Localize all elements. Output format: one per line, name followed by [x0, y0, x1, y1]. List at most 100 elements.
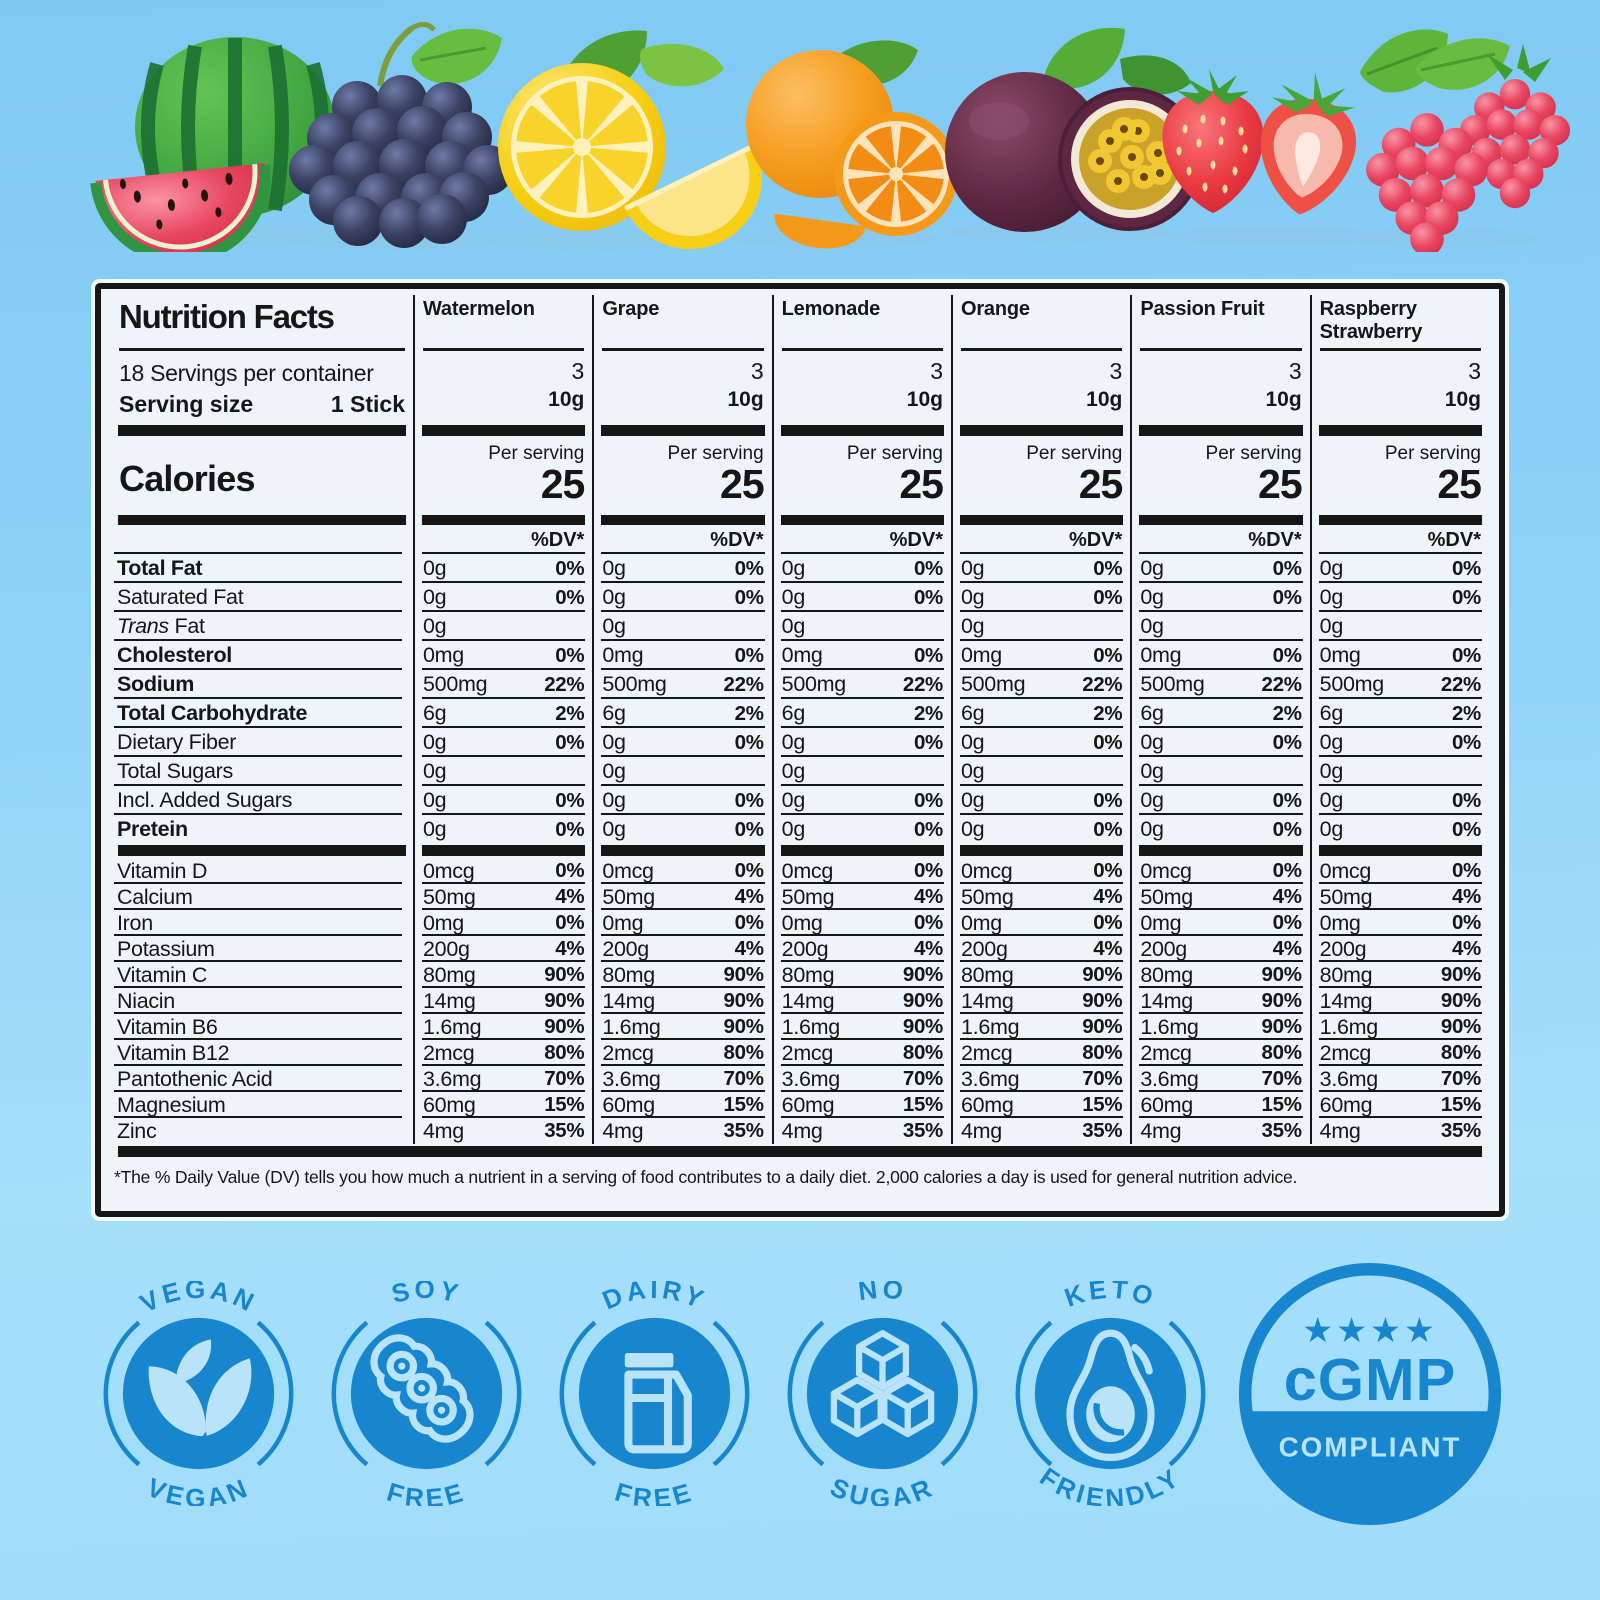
section-divider-bar	[1309, 844, 1489, 858]
facts-header: Nutrition Facts 18 Servings per container…	[111, 295, 413, 423]
section-divider-bar	[111, 423, 413, 438]
daily-value: 80%	[902, 1041, 943, 1064]
nutrient-label: Iron	[111, 910, 413, 936]
nutrient-label: Vitamin D	[111, 858, 413, 884]
daily-value: 80%	[1261, 1041, 1302, 1064]
daily-value: 0%	[734, 859, 764, 882]
nutrient-value-cell: 0mg 0%	[592, 910, 771, 936]
daily-value: 0%	[1272, 556, 1302, 580]
serving-size: Serving size 1 Stick	[119, 391, 405, 417]
nutrient-value-cell: 0g 0%	[1309, 786, 1489, 815]
daily-value: 70%	[902, 1067, 943, 1090]
amount: 1.6mg	[602, 1014, 661, 1039]
nutrient-label: Trans Fat	[111, 612, 413, 641]
daily-value: 0%	[1272, 730, 1302, 754]
section-divider-bar	[1309, 423, 1489, 438]
nutrient-value-cell: 3.6mg 70%	[771, 1066, 951, 1092]
nutrient-value-cell: 0g	[950, 612, 1130, 641]
dv-header-cell: %DV*	[1309, 527, 1489, 554]
amount: 6g	[1319, 701, 1344, 725]
nutrient-value-cell: 2mcg 80%	[592, 1040, 771, 1066]
strawberries-image	[1162, 29, 1448, 215]
nutrient-value-cell: 0mg 0%	[950, 910, 1130, 936]
daily-value: 70%	[1440, 1067, 1481, 1090]
daily-value: 0%	[913, 585, 943, 609]
nutrient-value-cell: 80mg 90%	[592, 962, 771, 988]
nutrient-value-cell: 14mg 90%	[1130, 988, 1309, 1014]
amount: 2mcg	[960, 1040, 1013, 1065]
nutrient-value-cell: 0g 0%	[1309, 554, 1489, 583]
daily-value: 90%	[544, 989, 585, 1012]
flavor-header-grape: Grape 3 10g	[592, 295, 771, 423]
nutrient-value-cell: 0g 0%	[1309, 728, 1489, 757]
svg-text:FREE: FREE	[612, 1477, 698, 1506]
daily-value: 80%	[544, 1041, 585, 1064]
nutrient-value-cell: 0mcg 0%	[592, 858, 771, 884]
section-divider-bar	[413, 514, 592, 527]
daily-value: 90%	[1261, 1015, 1302, 1038]
amount: 80mg	[1319, 962, 1373, 987]
daily-value: 4%	[555, 937, 585, 960]
amount: 0mcg	[781, 858, 834, 883]
daily-value: 0%	[555, 730, 585, 754]
daily-value: 90%	[1440, 1015, 1481, 1038]
amount: 0g	[1140, 788, 1164, 812]
badge-arc-bottom-text: FREE	[612, 1477, 694, 1514]
nutrient-value-cell: 50mg 4%	[771, 884, 951, 910]
nutrient-value-cell: 60mg 15%	[771, 1092, 951, 1118]
amount: 6g	[960, 701, 985, 725]
daily-value: 0%	[1093, 730, 1123, 754]
amount: 0g	[602, 585, 626, 609]
amount: 500mg	[1140, 672, 1205, 696]
flavor-servings: 3	[1288, 358, 1302, 384]
amount: 0g	[781, 759, 806, 783]
amount: 60mg	[781, 1092, 835, 1117]
nutrient-value-cell: 3.6mg 70%	[1130, 1066, 1309, 1092]
daily-value: 90%	[902, 989, 943, 1012]
nutrient-value-cell: 0mg 0%	[771, 910, 951, 936]
badge-arc-bottom-text: FREE	[384, 1477, 466, 1514]
daily-value: 0%	[734, 730, 764, 754]
calories-value-cell: Per serving 25	[950, 438, 1130, 514]
nutrient-value-cell: 200g 4%	[592, 936, 771, 962]
badge-arc-top-text: VEGAN	[135, 1274, 258, 1319]
nutrient-label: Cholesterol	[111, 641, 413, 670]
daily-value: 0%	[1093, 643, 1123, 667]
amount: 500mg	[781, 672, 847, 696]
amount: 2mcg	[1140, 1040, 1192, 1065]
amount: 0mg	[602, 643, 644, 667]
cgmp-seal-icon: ★★★★cGMP COMPLIANT	[1238, 1262, 1502, 1525]
flavor-header-passion-fruit: Passion Fruit 3 10g	[1130, 295, 1309, 423]
badge-arc-bottom-text: SUGAR	[826, 1472, 935, 1513]
nutrient-value-cell: 3.6mg 70%	[1309, 1066, 1489, 1092]
nutrient-label: Dietary Fiber	[111, 728, 413, 757]
daily-value: 90%	[1082, 1015, 1123, 1038]
nutrient-value-cell: 200g 4%	[413, 936, 592, 962]
amount: 6g	[1140, 701, 1164, 725]
daily-value: 0%	[1272, 788, 1302, 812]
flavor-serving-size: 10g	[1086, 388, 1123, 411]
rating-stars: ★★★★	[1302, 1311, 1437, 1351]
amount: 3.6mg	[1140, 1066, 1199, 1091]
amount: 0mg	[960, 643, 1002, 667]
amount: 4mg	[602, 1118, 644, 1143]
nutrient-label: Vitamin B12	[111, 1040, 413, 1066]
daily-value: 0%	[1272, 643, 1302, 667]
daily-value: 0%	[734, 788, 764, 812]
daily-value: 90%	[544, 1015, 585, 1038]
flavor-serving-size: 10g	[1265, 388, 1302, 411]
nutrient-value-cell: 4mg 35%	[950, 1118, 1130, 1144]
nutrient-value-cell: 6g 2%	[771, 699, 951, 728]
daily-value: 90%	[1440, 989, 1481, 1012]
servings-per-container: 18 Servings per container	[119, 360, 374, 386]
amount: 0mcg	[423, 858, 475, 883]
amount: 0mg	[960, 910, 1002, 935]
amount: 1.6mg	[1140, 1014, 1199, 1039]
nutrient-value-cell: 0g 0%	[413, 815, 592, 844]
nutrient-value-cell: 50mg 4%	[592, 884, 771, 910]
svg-text:KETO: KETO	[1061, 1281, 1161, 1313]
soybean-icon	[370, 1334, 474, 1443]
svg-text:VEGAN: VEGAN	[135, 1281, 262, 1319]
daily-value: 90%	[723, 1015, 764, 1038]
section-divider-bar	[950, 423, 1130, 438]
